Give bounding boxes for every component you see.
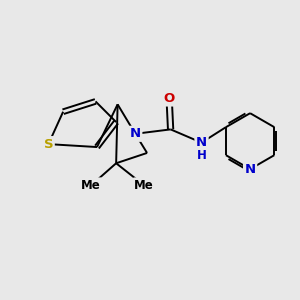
Text: O: O: [164, 92, 175, 105]
Text: S: S: [44, 138, 53, 151]
Text: N: N: [130, 127, 141, 140]
Text: N: N: [244, 163, 256, 176]
Text: Me: Me: [134, 179, 154, 192]
Text: N: N: [196, 136, 207, 149]
Text: H: H: [196, 149, 206, 162]
Text: Me: Me: [81, 179, 101, 192]
